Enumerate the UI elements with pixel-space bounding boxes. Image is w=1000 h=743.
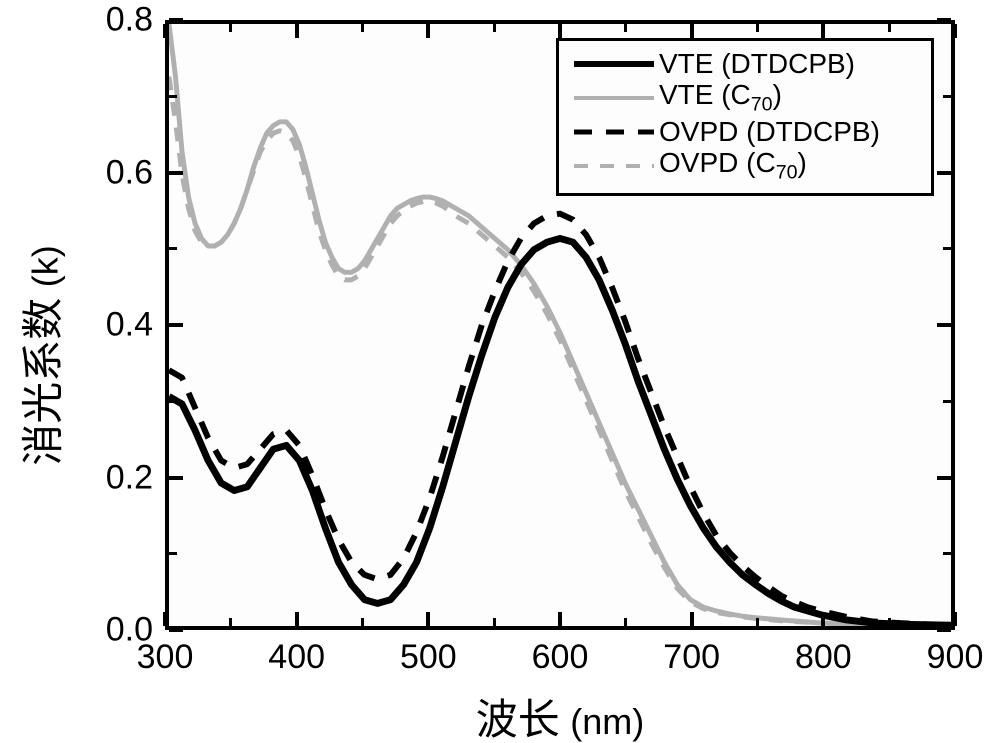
tick xyxy=(169,171,183,175)
tick xyxy=(756,618,759,626)
tick xyxy=(163,24,167,38)
tick xyxy=(821,612,825,626)
x-tick-label: 400 xyxy=(268,638,325,677)
tick xyxy=(558,612,562,626)
tick xyxy=(426,24,430,38)
y-tick-label: 0.6 xyxy=(106,153,153,192)
tick xyxy=(888,24,891,32)
legend-swatch xyxy=(569,149,659,183)
legend-label: OVPD (C70) xyxy=(659,147,807,185)
tick xyxy=(169,95,177,98)
legend-swatch xyxy=(569,47,659,81)
tick xyxy=(229,618,232,626)
tick xyxy=(821,24,825,38)
tick xyxy=(624,24,627,32)
x-axis-label-units: (nm) xyxy=(570,701,644,742)
legend: VTE (DTDCPB)VTE (C70)OVPD (DTDCPB)OVPD (… xyxy=(556,38,934,196)
legend-row-vte_c70: VTE (C70) xyxy=(569,81,921,115)
y-axis-label-cn: 消光系数 xyxy=(22,298,68,466)
legend-row-ovpd_c70: OVPD (C70) xyxy=(569,149,921,183)
tick xyxy=(943,552,951,555)
tick xyxy=(690,24,694,38)
tick xyxy=(888,618,891,626)
legend-row-vte_dtdcpb: VTE (DTDCPB) xyxy=(569,47,921,81)
series-ovpd_dtdcpb xyxy=(169,214,951,626)
tick xyxy=(756,24,759,32)
tick xyxy=(169,400,177,403)
x-axis-label-cn: 波长 xyxy=(476,698,560,743)
legend-label: VTE (C70) xyxy=(659,79,782,117)
tick xyxy=(690,612,694,626)
tick xyxy=(169,18,183,22)
legend-swatch xyxy=(569,81,659,115)
tick xyxy=(361,618,364,626)
y-tick-label: 0.8 xyxy=(106,1,153,40)
tick xyxy=(295,24,299,38)
tick xyxy=(943,400,951,403)
x-tick-label: 800 xyxy=(795,638,852,677)
x-tick-label: 500 xyxy=(400,638,457,677)
x-tick-label: 900 xyxy=(927,638,984,677)
figure: 3004005006007008009000.00.20.40.60.8 波长 … xyxy=(0,0,1000,743)
legend-label: OVPD (DTDCPB) xyxy=(659,116,880,148)
y-axis-label: 消光系数 (k) xyxy=(10,245,71,466)
x-tick-label: 600 xyxy=(532,638,589,677)
legend-row-ovpd_dtdcpb: OVPD (DTDCPB) xyxy=(569,115,921,149)
tick xyxy=(169,247,177,250)
tick xyxy=(295,612,299,626)
tick xyxy=(229,24,232,32)
tick xyxy=(937,171,951,175)
y-tick-label: 0.0 xyxy=(106,611,153,650)
tick xyxy=(937,476,951,480)
tick xyxy=(493,618,496,626)
legend-label: VTE (DTDCPB) xyxy=(659,48,855,80)
tick xyxy=(943,95,951,98)
tick xyxy=(558,24,562,38)
tick xyxy=(624,618,627,626)
tick xyxy=(169,476,183,480)
tick xyxy=(169,628,183,632)
tick xyxy=(169,552,177,555)
tick xyxy=(937,323,951,327)
y-axis-label-units: (k) xyxy=(25,245,66,287)
tick xyxy=(943,247,951,250)
tick xyxy=(361,24,364,32)
tick xyxy=(937,628,951,632)
tick xyxy=(953,612,957,626)
tick xyxy=(937,18,951,22)
legend-swatch xyxy=(569,115,659,149)
tick xyxy=(163,612,167,626)
y-tick-label: 0.4 xyxy=(106,306,153,345)
x-tick-label: 700 xyxy=(663,638,720,677)
tick xyxy=(426,612,430,626)
tick xyxy=(953,24,957,38)
x-axis-label: 波长 (nm) xyxy=(476,686,645,743)
tick xyxy=(169,323,183,327)
tick xyxy=(493,24,496,32)
y-tick-label: 0.2 xyxy=(106,458,153,497)
